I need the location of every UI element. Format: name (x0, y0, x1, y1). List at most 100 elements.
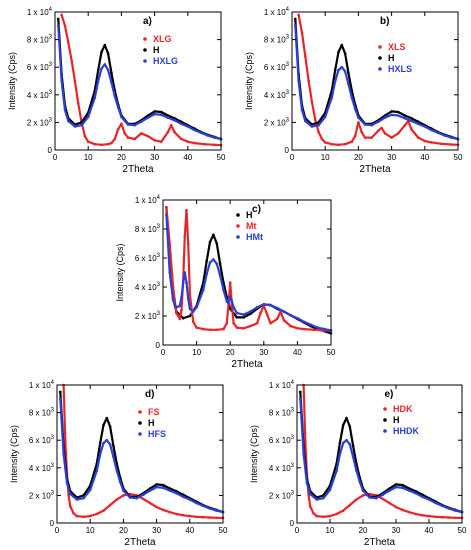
x-tick-label: 20 (226, 348, 235, 357)
data-point (421, 495, 424, 499)
data-point (294, 24, 297, 28)
data-point (320, 137, 324, 141)
data-point (289, 314, 293, 317)
y-tick-label: 0 (156, 341, 161, 350)
data-point (69, 505, 72, 508)
data-point (168, 510, 172, 514)
data-point (95, 512, 99, 516)
data-point (181, 316, 185, 320)
x-tick-label: 40 (293, 348, 302, 357)
panel-label: a) (143, 16, 152, 27)
data-point (166, 116, 170, 119)
data-point (414, 492, 418, 495)
y-tick-label: 6 x 103 (269, 435, 295, 445)
data-point (410, 119, 413, 123)
data-point (213, 136, 216, 139)
data-point (100, 50, 103, 54)
data-point (232, 322, 235, 325)
data-point (450, 143, 453, 146)
x-tick-label: 20 (359, 526, 368, 535)
data-point (213, 143, 216, 147)
data-point (304, 54, 307, 58)
data-point (181, 281, 185, 284)
data-point (178, 304, 182, 308)
chart-panel-2: 0 10 20 30 40 50 0 2 x 103 4 x 103 6 x 103 8 x 103… (244, 7, 463, 175)
data-point (316, 326, 319, 329)
data-point (377, 129, 380, 132)
data-point (179, 137, 183, 141)
data-point (434, 501, 437, 505)
data-point (275, 317, 279, 321)
data-point (337, 143, 340, 147)
data-point (388, 501, 391, 505)
data-point (106, 52, 110, 55)
data-point (218, 262, 222, 266)
legend-entry: Mt (246, 221, 257, 231)
data-point (175, 512, 178, 516)
series-line-h (59, 390, 225, 514)
data-point (297, 79, 300, 83)
data-point (308, 492, 312, 496)
x-tick-label: 20 (354, 153, 363, 162)
data-point (95, 469, 99, 472)
series-xlg (60, 13, 223, 147)
series-xls (297, 13, 460, 147)
series-hxls (294, 24, 460, 141)
data-point (205, 259, 208, 263)
x-tick-label: 40 (185, 526, 194, 535)
data-point (416, 122, 420, 126)
data-point (215, 242, 219, 245)
data-point (388, 489, 391, 492)
data-point (126, 136, 130, 139)
data-point (304, 119, 307, 123)
data-point (403, 114, 407, 117)
legend-marker (143, 48, 147, 52)
data-point (338, 441, 342, 445)
y-axis-title: Intensity (Cps) (249, 425, 259, 483)
data-point (116, 105, 120, 109)
data-point (348, 425, 352, 428)
data-point (351, 444, 355, 448)
y-tick-label: 1 x 104 (269, 380, 295, 390)
data-point (343, 70, 347, 73)
data-point (377, 120, 380, 123)
y-tick-label: 8 x 103 (135, 224, 161, 234)
x-tick-label: 10 (86, 526, 95, 535)
data-point (310, 100, 314, 103)
data-point (86, 140, 90, 143)
data-point (93, 142, 97, 146)
chart-panel-3: 0 10 20 30 40 50 0 2 x 103 4 x 103 6 x 103 8 x 103… (115, 195, 336, 370)
data-point (110, 71, 113, 74)
legend-marker (383, 429, 387, 433)
data-point (299, 397, 302, 401)
data-point (57, 24, 60, 28)
x-tick-label: 0 (55, 526, 60, 535)
y-tick-label: 8 x 103 (264, 35, 290, 45)
data-point (394, 485, 398, 489)
data-point (116, 128, 120, 131)
x-tick-label: 50 (454, 153, 463, 162)
data-point (353, 107, 357, 110)
data-point (323, 141, 327, 144)
panel-label: e) (384, 389, 393, 400)
data-point (333, 79, 337, 83)
data-point (181, 495, 185, 499)
legend-entry: HXLG (153, 56, 178, 66)
plot-frame (291, 11, 459, 151)
data-point (195, 501, 198, 505)
data-point (347, 71, 350, 74)
chart-panel-5: 0 10 20 30 40 50 0 2 x 103 4 x 103 6 x 103 8 x 103… (249, 380, 467, 548)
data-point (88, 488, 92, 492)
data-point (86, 115, 90, 119)
data-point (225, 322, 229, 325)
data-point (186, 140, 190, 143)
x-tick-label: 10 (321, 153, 330, 162)
data-point (350, 140, 354, 143)
data-point (242, 316, 245, 319)
data-point (153, 110, 156, 113)
data-point (191, 310, 195, 313)
data-point (60, 79, 63, 83)
series-hhdk (299, 397, 464, 514)
